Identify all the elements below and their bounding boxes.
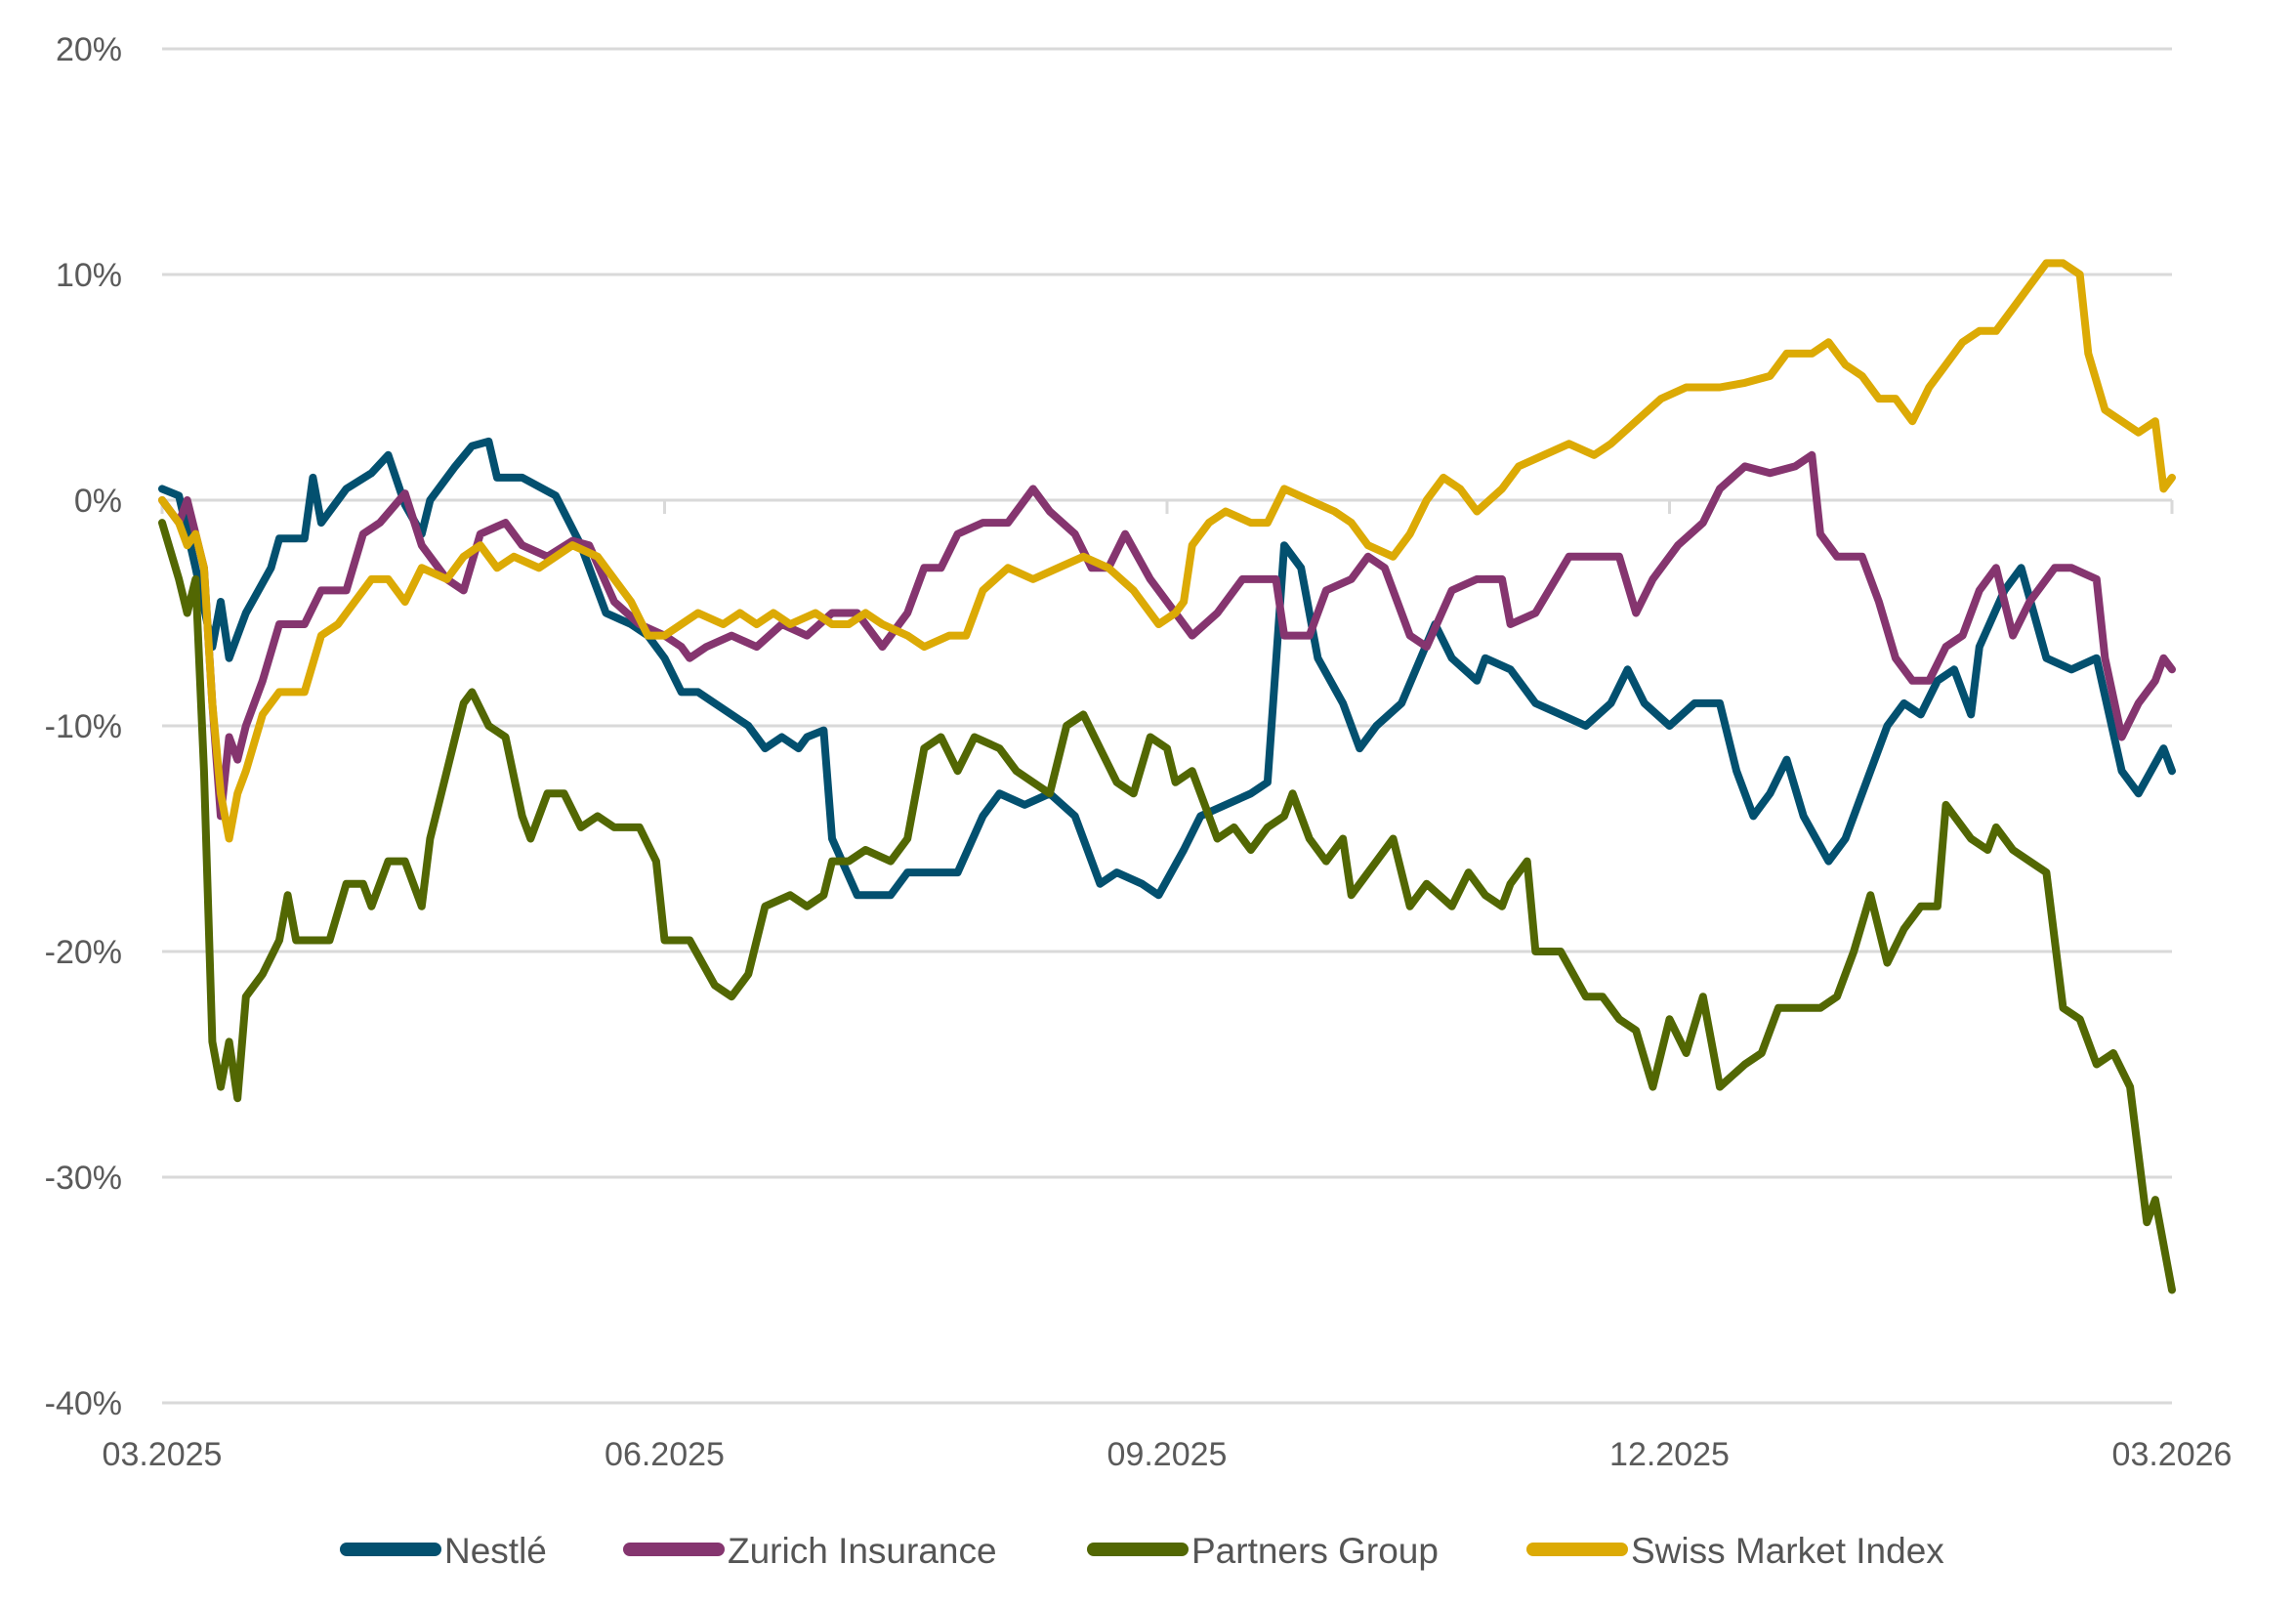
x-axis-ticks: 03.2025 06.2025 09.2025 12.2025 03.2026 bbox=[103, 1436, 2233, 1473]
series-line-zurich-insurance bbox=[158, 450, 2176, 821]
series-line-partners-group bbox=[158, 519, 2176, 1294]
x-tick-label: 03.2026 bbox=[2112, 1436, 2233, 1473]
legend-item: Partners Group bbox=[1087, 1531, 1439, 1571]
legend-item: Nestlé bbox=[340, 1531, 547, 1571]
y-tick-label: -20% bbox=[45, 934, 122, 971]
y-tick-label: -10% bbox=[45, 708, 122, 745]
series-lines bbox=[158, 259, 2176, 1294]
x-tick-label: 12.2025 bbox=[1609, 1436, 1730, 1473]
series-line-swiss-market-index bbox=[158, 259, 2176, 843]
x-tick-label: 09.2025 bbox=[1107, 1436, 1228, 1473]
x-tick-label: 06.2025 bbox=[605, 1436, 725, 1473]
legend-item: Zurich Insurance bbox=[623, 1531, 997, 1571]
y-tick-label: -40% bbox=[45, 1385, 122, 1422]
y-tick-label: 20% bbox=[56, 31, 122, 68]
legend-label: Nestlé bbox=[444, 1531, 547, 1571]
legend-label: Partners Group bbox=[1191, 1531, 1439, 1571]
series-line-nestl- bbox=[158, 437, 2176, 900]
y-tick-label: -30% bbox=[45, 1160, 122, 1197]
legend: Nestlé Zurich Insurance Partners Group Swis… bbox=[340, 1531, 1944, 1571]
legend-item: Swiss Market Index bbox=[1526, 1531, 1944, 1571]
y-tick-label: 0% bbox=[74, 483, 122, 520]
x-tick-label: 03.2025 bbox=[103, 1436, 223, 1473]
legend-label: Zurich Insurance bbox=[728, 1531, 997, 1571]
legend-label: Swiss Market Index bbox=[1631, 1531, 1944, 1571]
y-tick-label: 10% bbox=[56, 257, 122, 294]
gridlines bbox=[160, 47, 2174, 1405]
y-axis-ticks: 20% 10% 0% -10% -20% -30% -40% bbox=[45, 31, 122, 1422]
